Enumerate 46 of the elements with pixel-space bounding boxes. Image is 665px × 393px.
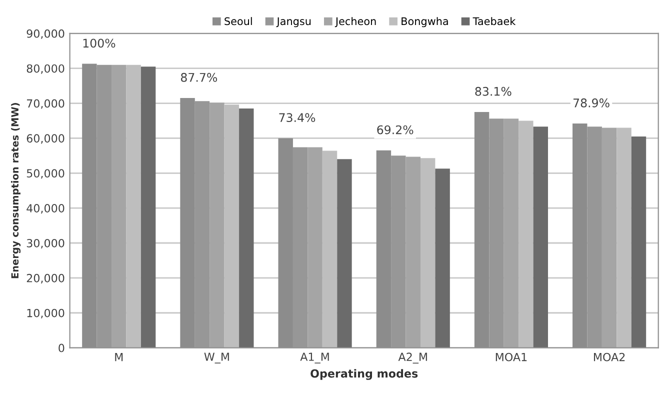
bar [435, 168, 450, 348]
x-tick-label: A1_M [300, 352, 329, 364]
y-tick-label: 0 [58, 344, 64, 352]
bar [631, 136, 646, 348]
y-tick-label: 40,000 [26, 204, 64, 214]
bar [140, 66, 156, 348]
bar [126, 64, 141, 348]
legend-label: Jecheon [334, 17, 376, 28]
y-tick-label: 70,000 [26, 99, 64, 109]
annotation: 69.2% [377, 125, 414, 134]
bar [308, 147, 322, 348]
annotation: 73.4% [279, 113, 316, 122]
x-tick-label: A2_M [398, 352, 427, 364]
y-tick-label: 60,000 [26, 134, 64, 144]
legend-label: Jangsu [276, 17, 311, 28]
x-tick-label: MOA1 [496, 352, 527, 362]
x-tick-label: M [115, 353, 123, 362]
bar [602, 128, 617, 348]
y-tick-label: 20,000 [26, 274, 64, 284]
x-tick-label: MOA2 [594, 352, 625, 362]
x-tick-label: W_M [204, 352, 229, 364]
bar [112, 64, 126, 348]
bar [406, 156, 420, 348]
legend-label: Taebaek [472, 17, 516, 26]
annotation: 87.7% [180, 72, 218, 82]
annotation: 100% [83, 38, 116, 48]
annotation: 78.9% [573, 98, 610, 108]
bar [504, 118, 519, 348]
bar [210, 102, 224, 348]
bar [239, 108, 254, 348]
legend-label: Bongwha [402, 17, 448, 28]
bar [322, 150, 338, 348]
annotation: 83.1% [475, 86, 512, 96]
bar [533, 126, 548, 348]
y-tick-label: 30,000 [26, 238, 64, 249]
y-tick-label: 10,000 [27, 308, 64, 318]
legend-label: Seoul [224, 17, 252, 26]
y-tick-label: 80,000 [26, 64, 64, 74]
bar [337, 159, 352, 348]
y-tick-label: 90,000 [26, 29, 64, 39]
bar [616, 128, 632, 348]
y-axis-title: Energy consumption rates (MW) [11, 103, 21, 278]
bar [518, 120, 534, 348]
bar [420, 158, 436, 348]
x-axis-title: Operating modes [310, 369, 418, 380]
y-tick-label: 50,000 [26, 169, 64, 179]
